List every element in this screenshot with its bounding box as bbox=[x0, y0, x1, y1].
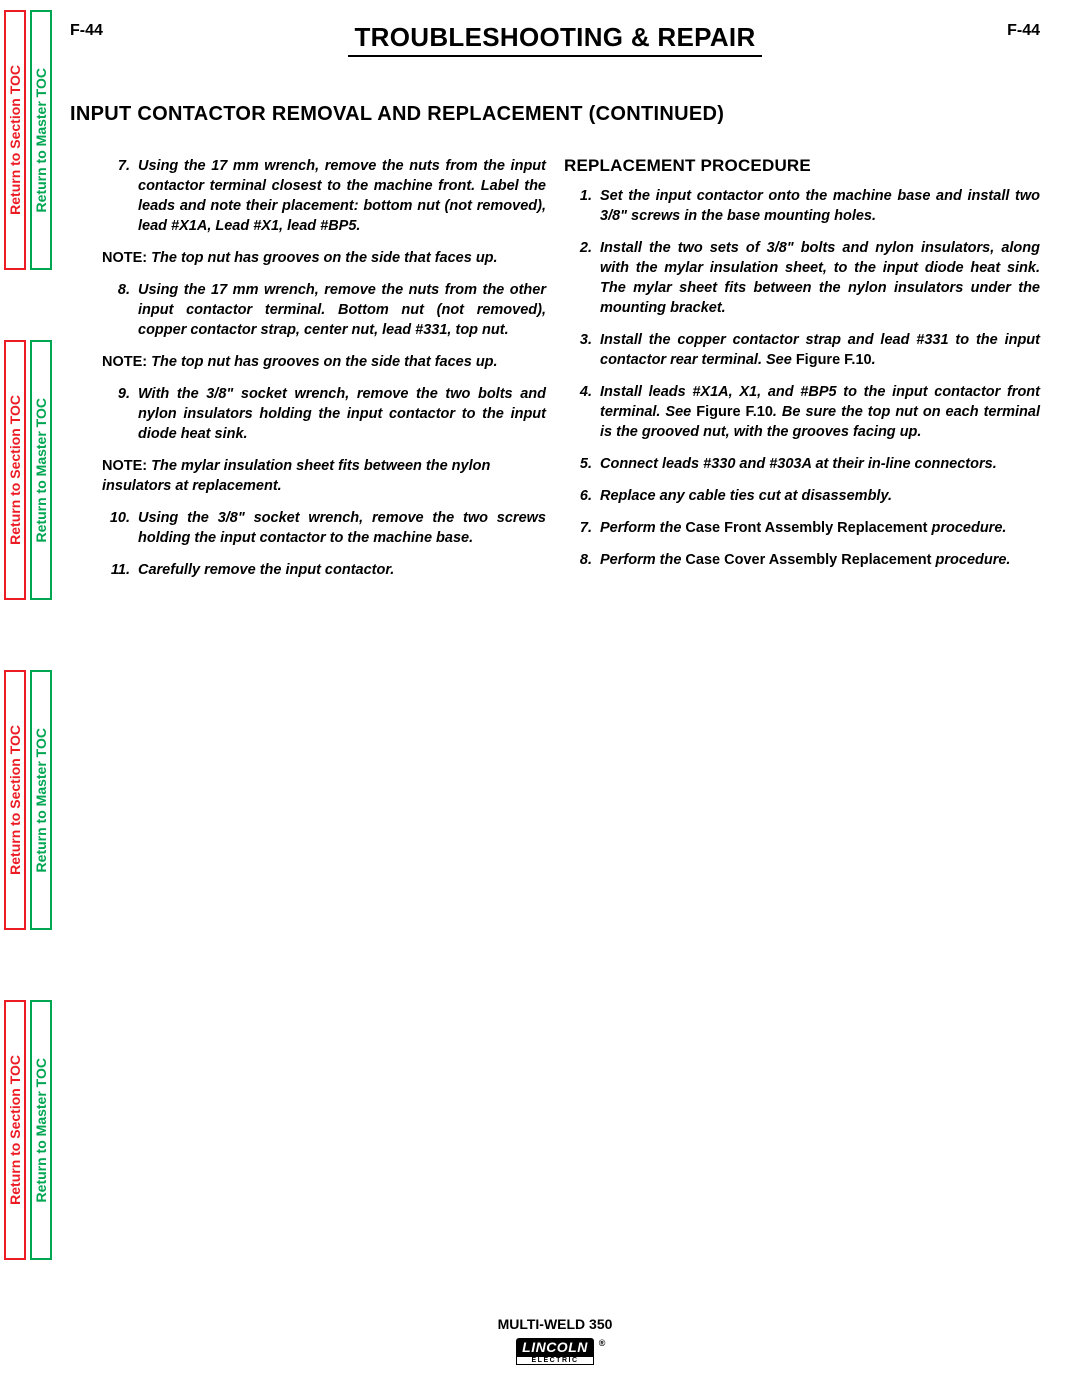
section-toc-bar-4[interactable]: Return to Section TOC bbox=[4, 1000, 26, 1260]
section-toc-bar-1[interactable]: Return to Section TOC bbox=[4, 10, 26, 270]
section-toc-label: Return to Section TOC bbox=[7, 65, 23, 215]
logo-top: LINCOLN® bbox=[516, 1338, 594, 1356]
section-title: INPUT CONTACTOR REMOVAL AND REPLACEMENT … bbox=[70, 103, 1040, 126]
page-header: F-44 TROUBLESHOOTING & REPAIR F-44 bbox=[70, 0, 1040, 57]
step-11: 11.Carefully remove the input contactor. bbox=[102, 560, 546, 580]
page-number-left: F-44 bbox=[70, 22, 103, 40]
lincoln-logo: LINCOLN® ELECTRIC bbox=[516, 1338, 594, 1365]
master-toc-bar-1[interactable]: Return to Master TOC bbox=[30, 10, 52, 270]
rstep-5: 5.Connect leads #330 and #303A at their … bbox=[564, 454, 1040, 474]
section-toc-bar-3[interactable]: Return to Section TOC bbox=[4, 670, 26, 930]
body-columns: 7.Using the 17 mm wrench, remove the nut… bbox=[70, 156, 1040, 592]
master-toc-label: Return to Master TOC bbox=[33, 1058, 49, 1202]
master-toc-label: Return to Master TOC bbox=[33, 728, 49, 872]
master-toc-bar-2[interactable]: Return to Master TOC bbox=[30, 340, 52, 600]
section-toc-label: Return to Section TOC bbox=[7, 395, 23, 545]
step-9: 9.With the 3/8" socket wrench, remove th… bbox=[102, 384, 546, 444]
footer-model: MULTI-WELD 350 bbox=[70, 1316, 1040, 1332]
section-toc-label: Return to Section TOC bbox=[7, 725, 23, 875]
rstep-7: 7.Perform the Case Front Assembly Replac… bbox=[564, 518, 1040, 538]
section-toc-label: Return to Section TOC bbox=[7, 1055, 23, 1205]
rstep-6: 6.Replace any cable ties cut at disassem… bbox=[564, 486, 1040, 506]
master-toc-label: Return to Master TOC bbox=[33, 68, 49, 212]
page-number-right: F-44 bbox=[1007, 22, 1040, 40]
right-column: REPLACEMENT PROCEDURE 1.Set the input co… bbox=[564, 156, 1040, 592]
rstep-2: 2.Install the two sets of 3/8" bolts and… bbox=[564, 238, 1040, 318]
rstep-4: 4.Install leads #X1A, X1, and #BP5 to th… bbox=[564, 382, 1040, 442]
page-footer: MULTI-WELD 350 LINCOLN® ELECTRIC bbox=[70, 1316, 1040, 1367]
registered-icon: ® bbox=[599, 1338, 606, 1348]
step-7: 7.Using the 17 mm wrench, remove the nut… bbox=[102, 156, 546, 236]
page-content: F-44 TROUBLESHOOTING & REPAIR F-44 INPUT… bbox=[70, 0, 1040, 592]
section-toc-bar-2[interactable]: Return to Section TOC bbox=[4, 340, 26, 600]
main-title: TROUBLESHOOTING & REPAIR bbox=[348, 22, 761, 57]
note-1: NOTE: The top nut has grooves on the sid… bbox=[102, 248, 546, 268]
sidebar: Return to Section TOC Return to Master T… bbox=[0, 0, 56, 1397]
replacement-heading: REPLACEMENT PROCEDURE bbox=[564, 156, 1040, 176]
note-3: NOTE: The mylar insulation sheet fits be… bbox=[102, 456, 546, 496]
note-2: NOTE: The top nut has grooves on the sid… bbox=[102, 352, 546, 372]
step-8: 8.Using the 17 mm wrench, remove the nut… bbox=[102, 280, 546, 340]
rstep-3: 3.Install the copper contactor strap and… bbox=[564, 330, 1040, 370]
rstep-1: 1.Set the input contactor onto the machi… bbox=[564, 186, 1040, 226]
logo-bottom: ELECTRIC bbox=[516, 1356, 594, 1365]
rstep-8: 8.Perform the Case Cover Assembly Replac… bbox=[564, 550, 1040, 570]
step-10: 10.Using the 3/8" socket wrench, remove … bbox=[102, 508, 546, 548]
master-toc-bar-4[interactable]: Return to Master TOC bbox=[30, 1000, 52, 1260]
master-toc-bar-3[interactable]: Return to Master TOC bbox=[30, 670, 52, 930]
master-toc-label: Return to Master TOC bbox=[33, 398, 49, 542]
left-column: 7.Using the 17 mm wrench, remove the nut… bbox=[70, 156, 546, 592]
